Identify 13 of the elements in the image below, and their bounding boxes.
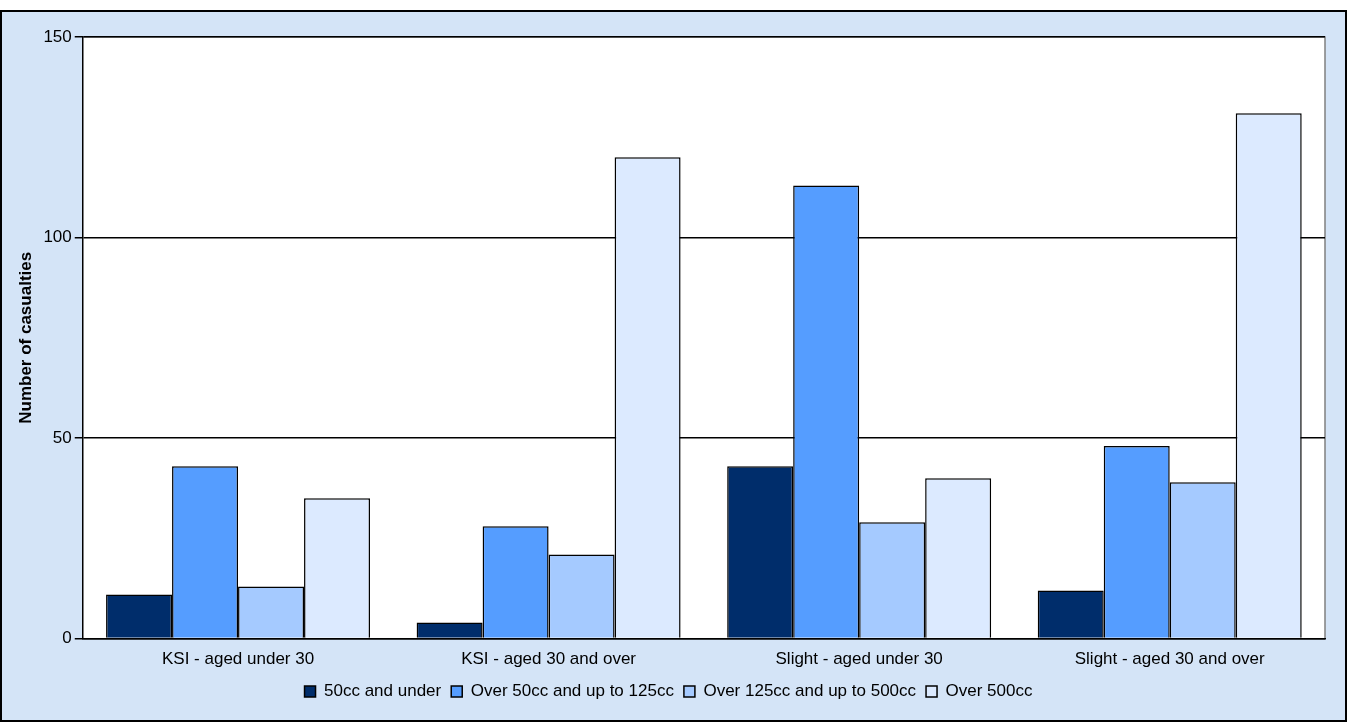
- legend-label: Over 125cc and up to 500cc: [703, 681, 917, 701]
- x-tick-label: KSI - aged under 30: [161, 649, 315, 669]
- legend-label: Over 50cc and up to 125cc: [470, 681, 675, 701]
- legend-label: 50cc and under: [324, 681, 442, 701]
- x-tick-label: Slight - aged 30 and over: [1074, 649, 1266, 669]
- y-tick-label: 150: [43, 26, 72, 46]
- y-tick-label: 100: [43, 227, 72, 247]
- x-tick-label: KSI - aged 30 and over: [461, 649, 637, 669]
- y-tick-label: 50: [52, 427, 72, 447]
- y-tick-label: 0: [62, 628, 72, 648]
- x-tick-label: Slight - aged under 30: [775, 649, 943, 669]
- y-axis-title: Number of casualties: [15, 251, 35, 424]
- legend-label: Over 500cc: [945, 681, 1033, 701]
